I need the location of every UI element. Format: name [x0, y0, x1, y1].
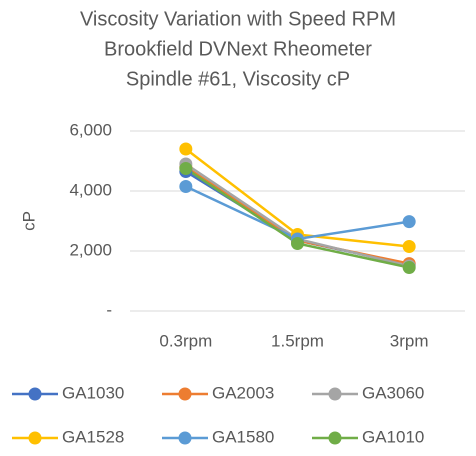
legend-marker: [178, 431, 192, 445]
x-tick-label: 3rpm: [390, 331, 429, 350]
data-point: [402, 261, 416, 274]
legend-label: GA1528: [62, 427, 124, 446]
legend-marker: [178, 387, 192, 401]
data-point: [291, 237, 304, 250]
legend-marker: [28, 387, 42, 401]
data-point: [402, 240, 416, 253]
legend-label: GA2003: [212, 383, 274, 402]
legend-label: GA1010: [362, 427, 424, 446]
chart-title: Brookfield DVNext Rheometer: [104, 38, 372, 60]
x-tick-label: 0.3rpm: [159, 331, 212, 350]
legend-label: GA1580: [212, 427, 274, 446]
data-point: [179, 142, 193, 156]
y-tick-label: 2,000: [69, 240, 112, 259]
data-point: [179, 162, 193, 175]
y-tick-label: 4,000: [69, 180, 112, 199]
data-point: [179, 180, 193, 193]
data-point: [402, 215, 416, 229]
x-tick-label: 1.5rpm: [271, 331, 324, 350]
y-tick-label: 6,000: [69, 120, 112, 139]
chart-title: Viscosity Variation with Speed RPM: [80, 8, 396, 30]
legend-marker: [28, 431, 42, 445]
y-axis-label: cP: [19, 211, 38, 231]
y-tick-label: -: [106, 300, 112, 319]
legend-label: GA3060: [362, 383, 424, 402]
legend-marker: [328, 431, 342, 445]
legend-marker: [328, 387, 342, 401]
legend-label: GA1030: [62, 383, 124, 402]
chart-title: Spindle #61, Viscosity cP: [126, 68, 350, 90]
